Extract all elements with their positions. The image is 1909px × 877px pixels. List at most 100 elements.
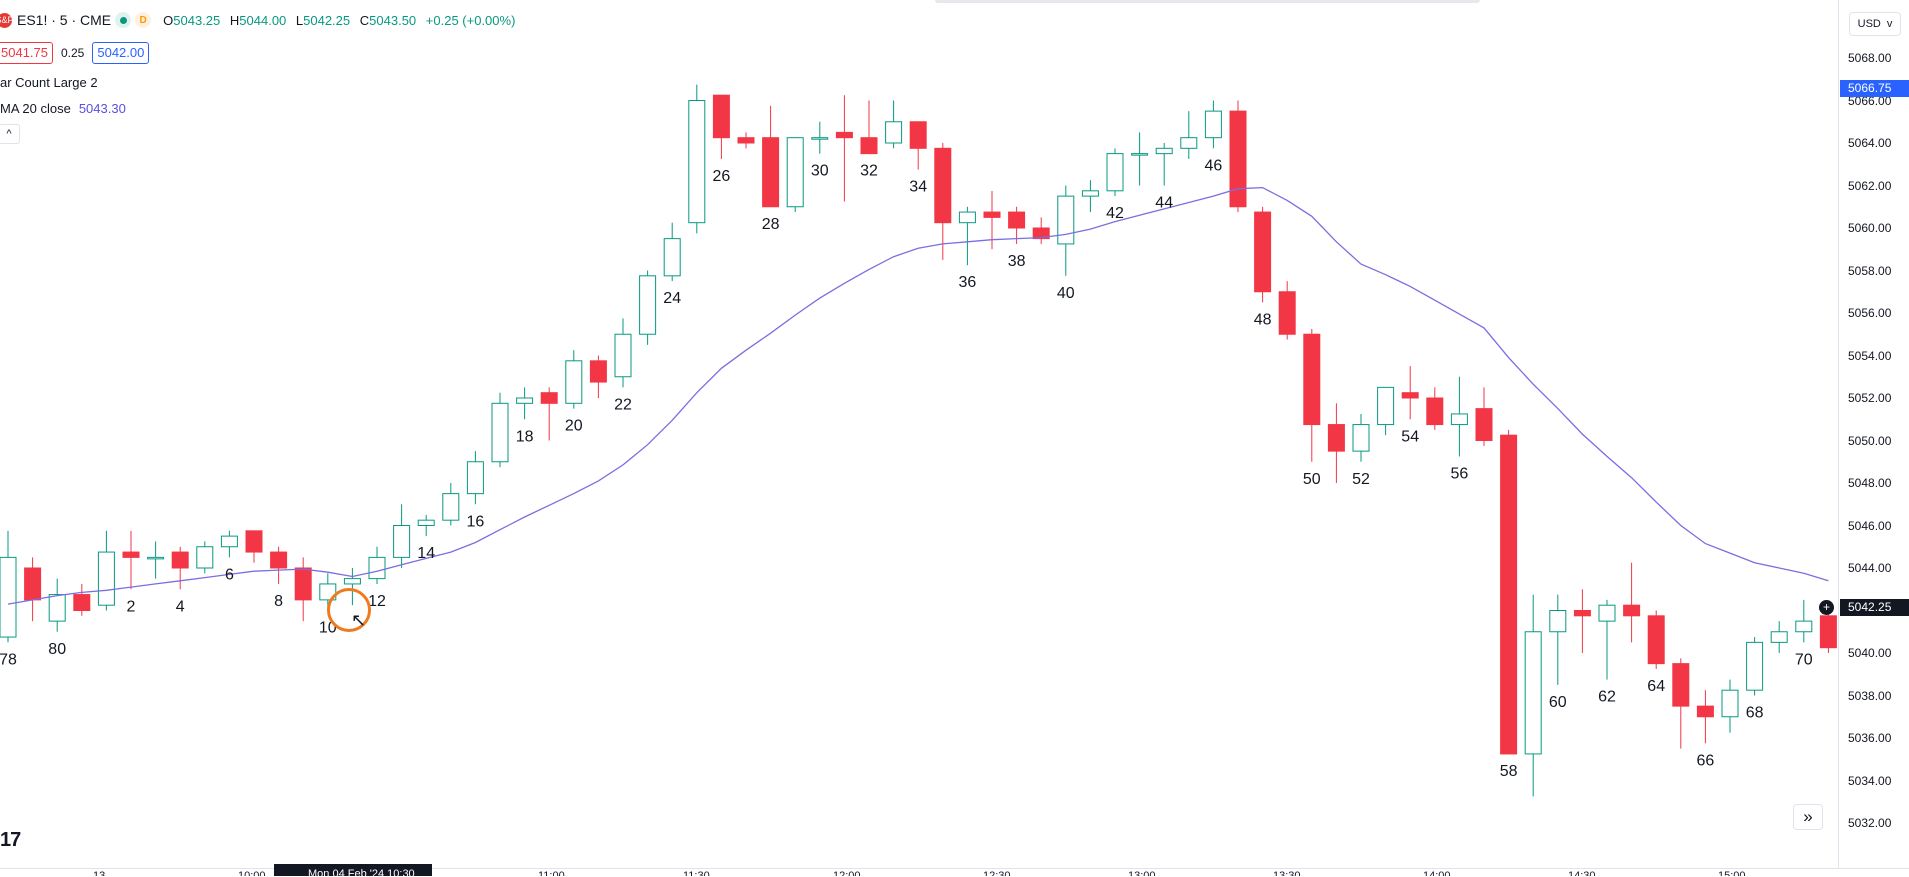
high-price-tag: 5066.75	[1840, 80, 1909, 97]
candle-up	[1106, 153, 1124, 192]
bar-count-label: 40	[1057, 285, 1075, 302]
buy-price-button[interactable]: 5042.00	[92, 42, 150, 64]
price-tick-label: 5066.00	[1848, 93, 1892, 108]
candle-up	[688, 100, 706, 224]
bar-count-label: 18	[516, 428, 534, 445]
ma-indicator-title[interactable]: MA 20 close	[0, 101, 71, 116]
add-alert-plus-icon[interactable]: +	[1819, 600, 1834, 615]
candle-down	[1475, 408, 1493, 441]
bar-count-label: 2	[127, 598, 136, 615]
price-tick-label: 5032.00	[1848, 816, 1892, 830]
symbol-legend[interactable]: S&P ES1! · 5 · CME D O5043.25 H5044.00 L…	[0, 12, 521, 28]
bar-count-label: 66	[1697, 752, 1715, 769]
candle-down	[1327, 424, 1345, 452]
top-toolbar-strip	[935, 0, 1480, 3]
candle-up	[147, 556, 165, 560]
candle-up	[417, 519, 435, 526]
ohlc-values: O5043.25 H5044.00 L5042.25 C5043.50 +0.2…	[163, 13, 521, 28]
candle-down	[983, 211, 1001, 218]
ma-indicator-legend[interactable]: MA 20 close 5043.30	[0, 101, 126, 116]
candle-down	[73, 594, 91, 611]
bar-count-label: 80	[48, 641, 66, 658]
click-highlight-circle	[327, 588, 371, 632]
candle-down	[1229, 110, 1247, 208]
candle-up	[1131, 153, 1149, 156]
candle-up	[811, 137, 829, 140]
candle-down	[934, 147, 952, 224]
sell-price-button[interactable]: 5041.75	[0, 42, 53, 64]
candle-up	[1598, 604, 1616, 622]
low-label: L	[295, 12, 304, 28]
time-tick-label: 14:30	[1568, 870, 1596, 876]
time-tick-label: 11:30	[683, 870, 710, 876]
bar-count-label: 46	[1205, 157, 1223, 174]
bar-count-label: 68	[1746, 705, 1764, 722]
time-tick-label: 14:00	[1423, 870, 1451, 876]
low-value: 5042.25	[303, 12, 351, 28]
price-tick-label: 5038.00	[1848, 688, 1892, 703]
candle-up	[0, 556, 17, 638]
tradingview-logo[interactable]: 17	[0, 829, 21, 851]
candle-down	[1426, 397, 1444, 426]
candle-down	[270, 551, 288, 569]
candle-up	[1770, 631, 1788, 643]
bar-count-label: 42	[1106, 205, 1124, 222]
candle-up	[368, 556, 386, 580]
candle-up	[1721, 689, 1739, 718]
candle-up	[466, 461, 484, 495]
price-tick-label: 5048.00	[1848, 476, 1892, 490]
bar-count-indicator-title[interactable]: ar Count Large 2	[0, 75, 98, 90]
price-tick-label: 5060.00	[1848, 221, 1892, 235]
candle-down	[1254, 211, 1272, 293]
bar-count-label: 60	[1549, 694, 1567, 711]
price-tick-label: 5044.00	[1848, 561, 1892, 575]
candle-up	[639, 275, 657, 335]
candle-up	[885, 121, 903, 144]
bar-count-label: 34	[909, 179, 927, 196]
bar-count-label: 52	[1352, 471, 1370, 488]
candle-up	[958, 211, 976, 224]
time-axis[interactable]	[0, 868, 1909, 877]
bar-count-label: 30	[811, 163, 829, 180]
ma-20-line	[7, 186, 1829, 605]
price-tick-label: 5052.00	[1848, 391, 1892, 405]
symbol-name[interactable]: ES1! · 5 · CME	[17, 12, 112, 28]
candle-up	[1057, 195, 1075, 245]
price-tick-label: 5036.00	[1848, 731, 1892, 745]
bar-count-label: 78	[0, 651, 17, 668]
bar-count-label: 28	[762, 216, 780, 233]
candle-down	[1819, 615, 1837, 649]
candle-up	[1795, 620, 1813, 633]
candle-up	[196, 546, 214, 569]
ma-indicator-value: 5043.30	[78, 101, 126, 116]
price-tick-label: 5034.00	[1848, 773, 1892, 788]
price-tick-label: 5058.00	[1848, 263, 1892, 278]
candle-up	[220, 535, 238, 548]
bar-count-label: 44	[1155, 195, 1173, 212]
collapse-legend-button[interactable]: ^	[0, 124, 20, 144]
scroll-to-realtime-button[interactable]: »	[1793, 804, 1823, 830]
bar-count-label: 38	[1008, 253, 1026, 270]
candle-down	[1008, 211, 1026, 229]
delayed-data-icon: D	[135, 12, 152, 28]
currency-label: USD	[1857, 18, 1881, 30]
crosshair-date-label: Mon 04 Feb '24 10:30	[274, 864, 432, 876]
currency-button[interactable]: USD v	[1849, 12, 1901, 36]
candle-up	[491, 402, 509, 463]
candle-down	[1278, 291, 1296, 335]
candle-down	[762, 137, 780, 208]
spread-value: 0.25	[61, 46, 85, 60]
price-tick-label: 5062.00	[1848, 178, 1892, 193]
bar-count-label: 6	[225, 566, 234, 583]
bar-count-label: 70	[1795, 651, 1813, 668]
bar-count-indicator-legend[interactable]: ar Count Large 2	[0, 75, 98, 90]
candle-down	[122, 551, 140, 558]
time-tick-label: 13:30	[1273, 870, 1301, 876]
candle-up	[516, 397, 534, 404]
bar-count-label: 54	[1401, 428, 1419, 445]
price-axis[interactable]	[1838, 0, 1909, 868]
close-label: C	[359, 12, 370, 28]
candle-up	[614, 333, 632, 378]
chart-area[interactable]: 78 80 2 4 6 8 10 12 14 16 18 20 22 24 26 28 30 32 34 36 38 40…	[0, 0, 1838, 868]
